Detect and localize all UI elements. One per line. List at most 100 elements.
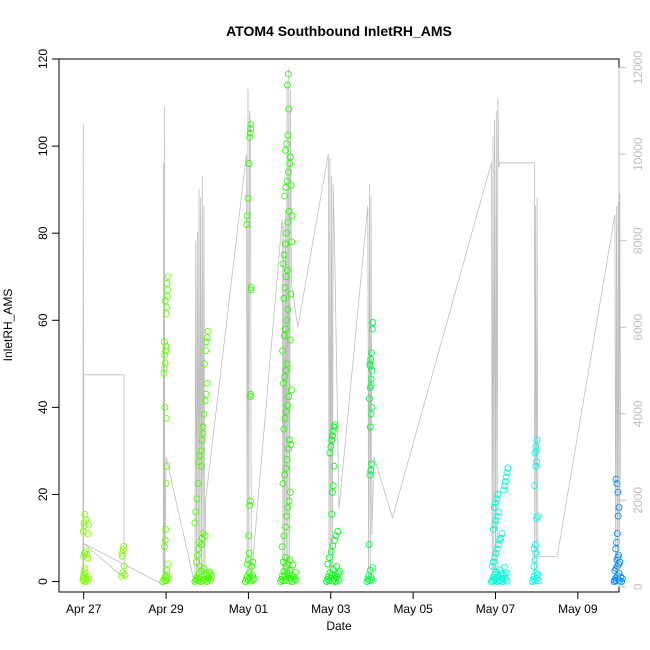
data-point <box>162 342 170 350</box>
data-point <box>163 462 171 470</box>
data-point <box>284 266 291 274</box>
data-point <box>286 153 294 161</box>
data-point <box>532 443 540 451</box>
data-point <box>284 401 291 409</box>
y-tick-label: 0 <box>36 578 50 585</box>
data-point <box>197 462 205 470</box>
data-point <box>288 212 296 220</box>
data-point <box>282 240 289 248</box>
data-point <box>119 546 127 554</box>
data-point <box>191 519 199 527</box>
data-point <box>198 436 206 444</box>
data-point <box>491 554 499 562</box>
data-point <box>287 181 295 189</box>
data-point <box>243 572 251 580</box>
data-point <box>243 221 251 228</box>
data-point <box>367 410 375 418</box>
data-point <box>284 131 292 139</box>
data-point <box>201 397 209 405</box>
data-point <box>367 382 375 390</box>
data-point <box>205 574 213 582</box>
data-point <box>279 347 287 355</box>
data-point <box>282 325 289 333</box>
data-point <box>199 430 207 437</box>
data-point <box>199 423 207 431</box>
data-point <box>200 410 208 418</box>
data-point <box>120 542 128 550</box>
data-point <box>245 549 253 557</box>
x-tick-label: May 03 <box>311 602 351 616</box>
data-point <box>367 375 375 383</box>
data-point <box>531 556 539 564</box>
x-axis-label: Date <box>326 619 352 633</box>
points-layer <box>79 70 626 585</box>
data-point <box>366 362 374 370</box>
data-point <box>282 523 289 531</box>
data-point <box>84 554 92 562</box>
data-point <box>244 194 252 202</box>
x-tick-label: May 05 <box>393 602 433 616</box>
data-point <box>203 379 211 387</box>
data-point <box>203 334 211 342</box>
data-point <box>161 351 169 359</box>
data-point <box>200 565 208 572</box>
data-point <box>286 336 294 344</box>
data-point <box>502 473 510 481</box>
data-point <box>245 532 253 540</box>
data-point <box>282 464 290 472</box>
data-point <box>335 576 343 584</box>
data-point <box>197 447 205 455</box>
data-point <box>161 359 169 367</box>
data-point <box>207 569 214 577</box>
data-point <box>281 471 289 479</box>
data-point <box>118 552 126 560</box>
data-point <box>84 576 92 584</box>
data-point <box>281 192 289 200</box>
data-point <box>493 512 501 520</box>
data-point <box>194 480 202 488</box>
data-point <box>503 577 511 585</box>
data-point <box>282 408 290 416</box>
data-point <box>199 530 207 538</box>
data-point <box>284 560 291 568</box>
data-point <box>85 521 93 529</box>
data-point <box>282 576 289 584</box>
right-tick-label: 12000 <box>631 51 645 85</box>
data-point <box>160 364 168 372</box>
data-point <box>192 508 200 516</box>
data-point <box>328 510 336 518</box>
data-point <box>530 562 538 570</box>
data-point <box>498 530 506 538</box>
data-point <box>247 120 255 128</box>
data-point <box>163 567 171 575</box>
data-point <box>494 508 502 516</box>
data-point <box>163 292 171 300</box>
data-point <box>495 576 503 584</box>
x-tick-label: Apr 29 <box>148 602 184 616</box>
data-point <box>284 168 292 176</box>
data-point <box>366 423 374 431</box>
data-point <box>366 471 374 479</box>
data-point <box>532 462 540 470</box>
data-point <box>81 565 89 572</box>
data-point <box>492 549 500 557</box>
data-point <box>246 501 254 509</box>
data-point <box>279 480 287 488</box>
data-point <box>280 295 288 302</box>
data-point <box>288 386 296 394</box>
data-point <box>193 551 201 559</box>
data-point <box>284 70 292 78</box>
data-point <box>202 390 210 398</box>
data-point <box>492 517 500 525</box>
data-point <box>286 436 294 444</box>
data-point <box>120 562 128 570</box>
data-point <box>368 325 376 333</box>
data-point <box>164 560 172 568</box>
data-point <box>288 238 296 246</box>
data-point <box>336 567 344 575</box>
y-tick-label: 80 <box>36 226 50 240</box>
data-point <box>489 525 497 533</box>
data-point <box>194 545 202 553</box>
data-point <box>279 260 287 268</box>
data-point <box>286 556 294 564</box>
